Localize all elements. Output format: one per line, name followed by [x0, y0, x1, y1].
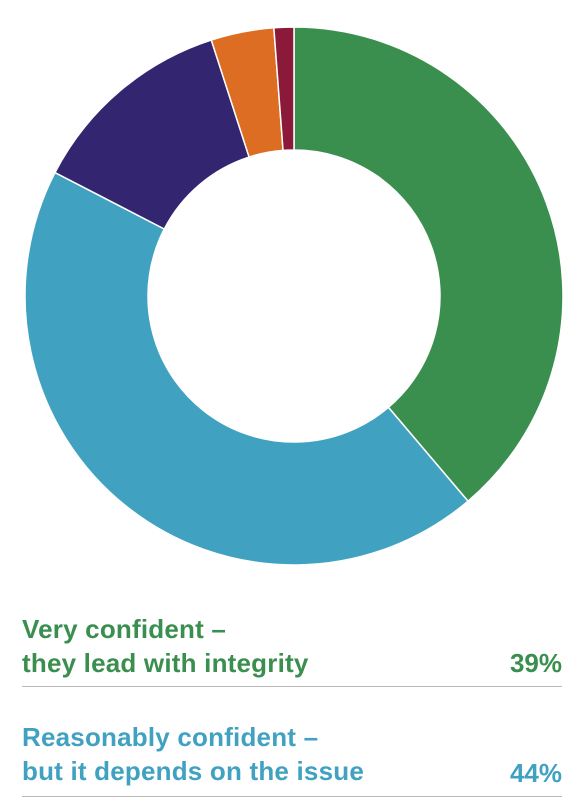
donut-slice-4: [273, 26, 295, 152]
legend-row-reasonably-confident: Reasonably confident – but it depends on…: [22, 720, 562, 797]
legend-row-very-confident: Very confident – they lead with integrit…: [22, 612, 562, 687]
donut-slice-1: [24, 171, 470, 566]
donut-chart: [24, 26, 564, 566]
donut-slice-0: [293, 26, 564, 503]
legend-value-very-confident: 39%: [509, 648, 562, 678]
legend-label-line: Very confident –: [22, 614, 227, 644]
legend-label-reasonably-confident: Reasonably confident – but it depends on…: [22, 720, 562, 788]
legend-label-line: but it depends on the issue: [22, 756, 364, 786]
legend-value-reasonably-confident: 44%: [509, 758, 562, 788]
legend-label-line: Reasonably confident –: [22, 722, 319, 752]
legend-label-line: they lead with integrity: [22, 648, 309, 678]
legend-label-very-confident: Very confident – they lead with integrit…: [22, 612, 562, 680]
